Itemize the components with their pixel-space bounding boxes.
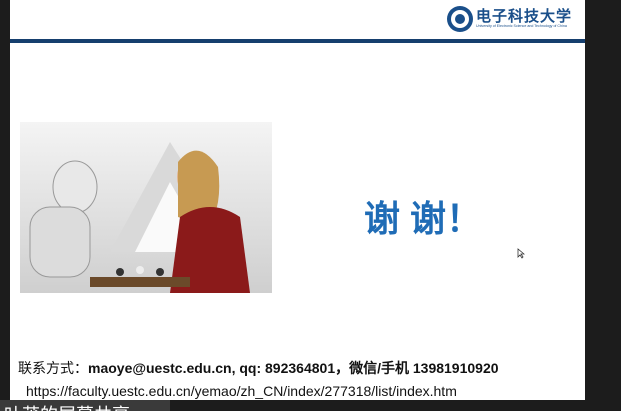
cursor xyxy=(517,248,525,259)
logo-subtitle: University of Electronic Science and Tec… xyxy=(476,24,567,28)
share-banner-text: 叶茂的屏幕共享 xyxy=(4,401,130,411)
logo-name: 电子科技大学 xyxy=(476,7,573,25)
contact-line: 联系方式：maoye@uestc.edu.cn, qq: 892364801，微… xyxy=(18,358,499,378)
slide: 电子科技大学 University of Electronic Science … xyxy=(10,0,585,400)
contact-details: maoye@uestc.edu.cn, qq: 892364801，微信/手机 … xyxy=(88,360,499,376)
url: https://faculty.uestc.edu.cn/yemao/zh_CN… xyxy=(26,383,457,399)
header-bar xyxy=(10,39,585,43)
share-banner: 叶茂的屏幕共享 xyxy=(0,400,170,411)
photo xyxy=(20,122,272,293)
contact-label: 联系方式： xyxy=(18,360,88,376)
heading: 谢 谢！ xyxy=(363,198,482,239)
logo-emblem xyxy=(447,6,473,32)
